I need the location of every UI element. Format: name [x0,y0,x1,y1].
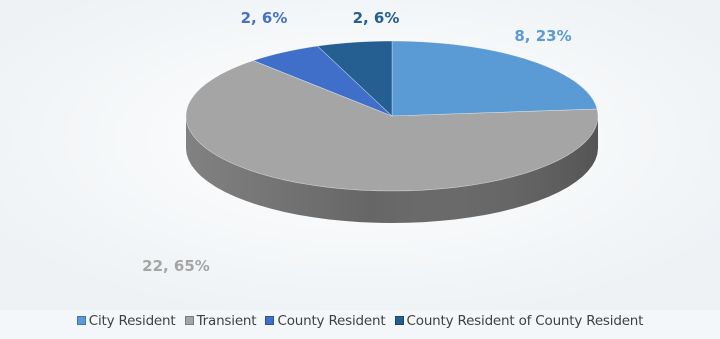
data-label-county-resident-of-county-resident: 2, 6% [353,9,400,27]
legend: City Resident Transient County Resident … [0,313,720,329]
data-label-city-resident: 8, 23% [514,27,571,45]
data-label-county-resident: 2, 6% [241,9,288,27]
legend-swatch-city-resident [76,316,86,325]
pie-slice-side-shading [186,116,598,223]
pie-slice-county-resident-of-county-resident [316,40,393,117]
pie-slice-county-resident [252,45,393,117]
data-label-transient: 22, 65% [142,257,210,275]
legend-label: Transient [196,313,257,329]
legend-label: County Resident of County Resident [406,313,644,329]
legend-swatch-transient [184,316,194,325]
legend-swatch-county-resident-of-county-resident [394,316,404,325]
legend-item-city-resident: City Resident [76,313,176,329]
legend-label: County Resident [277,313,386,329]
pie-slice-city-resident [391,40,598,117]
legend-item-county-resident-of-county-resident: County Resident of County Resident [394,313,644,329]
legend-item-transient: Transient [184,313,257,329]
pie-plot-area: 8, 23% 22, 65% 2, 6% 2, 6% [0,0,720,310]
legend-swatch-county-resident [265,316,275,325]
legend-item-county-resident: County Resident [265,313,386,329]
pie-slice-transient [185,60,599,192]
legend-label: City Resident [88,313,176,329]
